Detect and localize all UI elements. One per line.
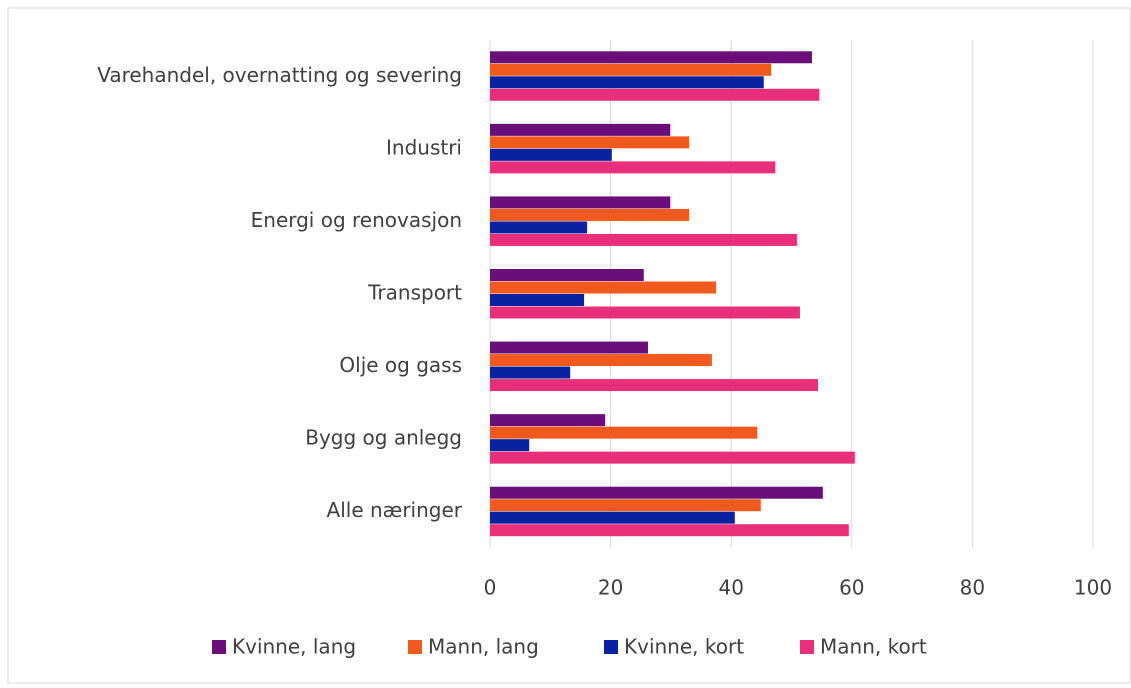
legend-label: Mann, lang [428,635,539,659]
x-tick-label: 80 [960,576,985,600]
bar [490,233,797,246]
legend-label: Kvinne, kort [624,635,744,659]
x-tick-label: 60 [839,576,864,600]
legend-swatch [408,640,422,654]
bar [490,123,671,136]
bar [490,136,689,149]
bar [490,281,717,294]
y-tick-label: Energi og renovasjon [251,208,462,232]
bar [490,524,849,537]
bar [490,341,648,354]
y-tick-label: Bygg og anlegg [305,426,462,450]
bar [490,426,758,439]
x-tick-label: 20 [598,576,623,600]
legend-swatch [212,640,226,654]
bar [490,414,606,427]
x-tick-label: 40 [718,576,743,600]
bar [490,306,800,319]
bar [490,196,671,209]
y-tick-label: Varehandel, overnatting og severing [97,63,462,87]
x-tick-label: 100 [1074,576,1112,600]
bar [490,63,771,76]
bar [490,148,612,161]
bar [490,451,855,464]
bar [490,76,764,89]
legend-label: Kvinne, lang [232,635,356,659]
bar [490,221,588,234]
bar [490,366,571,379]
bar [490,88,820,101]
y-tick-label: Alle næringer [327,498,463,522]
x-tick-label: 0 [484,576,497,600]
y-tick-label: Industri [386,135,462,159]
bar [490,208,689,221]
chart-border [7,7,1131,684]
bar [490,51,813,64]
bar [490,269,644,281]
bar [490,439,530,452]
bar [490,486,823,499]
bar [490,379,819,392]
bar [490,499,761,512]
legend-label: Mann, kort [820,635,927,659]
bar [490,354,712,367]
bar [490,511,735,524]
y-tick-label: Transport [367,281,462,305]
legend-swatch [604,640,618,654]
y-tick-label: Olje og gass [339,353,462,377]
bar [490,161,776,174]
legend-swatch [800,640,814,654]
bar [490,294,585,306]
